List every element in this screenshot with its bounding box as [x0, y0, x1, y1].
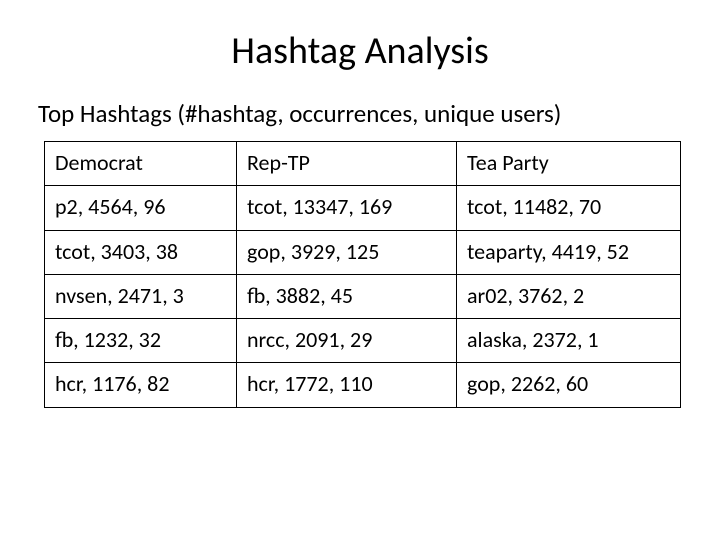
- col-header: Tea Party: [457, 142, 681, 186]
- table-caption: Top Hashtags (#hashtag, occurrences, uni…: [38, 98, 684, 129]
- table-cell: fb, 3882, 45: [237, 274, 457, 318]
- table-cell: tcot, 11482, 70: [457, 186, 681, 230]
- table-cell: ar02, 3762, 2: [457, 274, 681, 318]
- table-cell: tcot, 3403, 38: [45, 230, 237, 274]
- table-cell: fb, 1232, 32: [45, 319, 237, 363]
- table-cell: p2, 4564, 96: [45, 186, 237, 230]
- table-cell: gop, 2262, 60: [457, 363, 681, 407]
- table-row: p2, 4564, 96 tcot, 13347, 169 tcot, 1148…: [45, 186, 681, 230]
- table-cell: nrcc, 2091, 29: [237, 319, 457, 363]
- col-header: Democrat: [45, 142, 237, 186]
- table-cell: gop, 3929, 125: [237, 230, 457, 274]
- table-cell: nvsen, 2471, 3: [45, 274, 237, 318]
- page-title: Hashtag Analysis: [36, 28, 684, 74]
- table-row: fb, 1232, 32 nrcc, 2091, 29 alaska, 2372…: [45, 319, 681, 363]
- hashtag-table: Democrat Rep-TP Tea Party p2, 4564, 96 t…: [44, 141, 681, 408]
- table-cell: hcr, 1772, 110: [237, 363, 457, 407]
- table-cell: tcot, 13347, 169: [237, 186, 457, 230]
- table-row: nvsen, 2471, 3 fb, 3882, 45 ar02, 3762, …: [45, 274, 681, 318]
- table-header-row: Democrat Rep-TP Tea Party: [45, 142, 681, 186]
- table-row: hcr, 1176, 82 hcr, 1772, 110 gop, 2262, …: [45, 363, 681, 407]
- col-header: Rep-TP: [237, 142, 457, 186]
- table-cell: teaparty, 4419, 52: [457, 230, 681, 274]
- table-cell: alaska, 2372, 1: [457, 319, 681, 363]
- table-row: tcot, 3403, 38 gop, 3929, 125 teaparty, …: [45, 230, 681, 274]
- table-cell: hcr, 1176, 82: [45, 363, 237, 407]
